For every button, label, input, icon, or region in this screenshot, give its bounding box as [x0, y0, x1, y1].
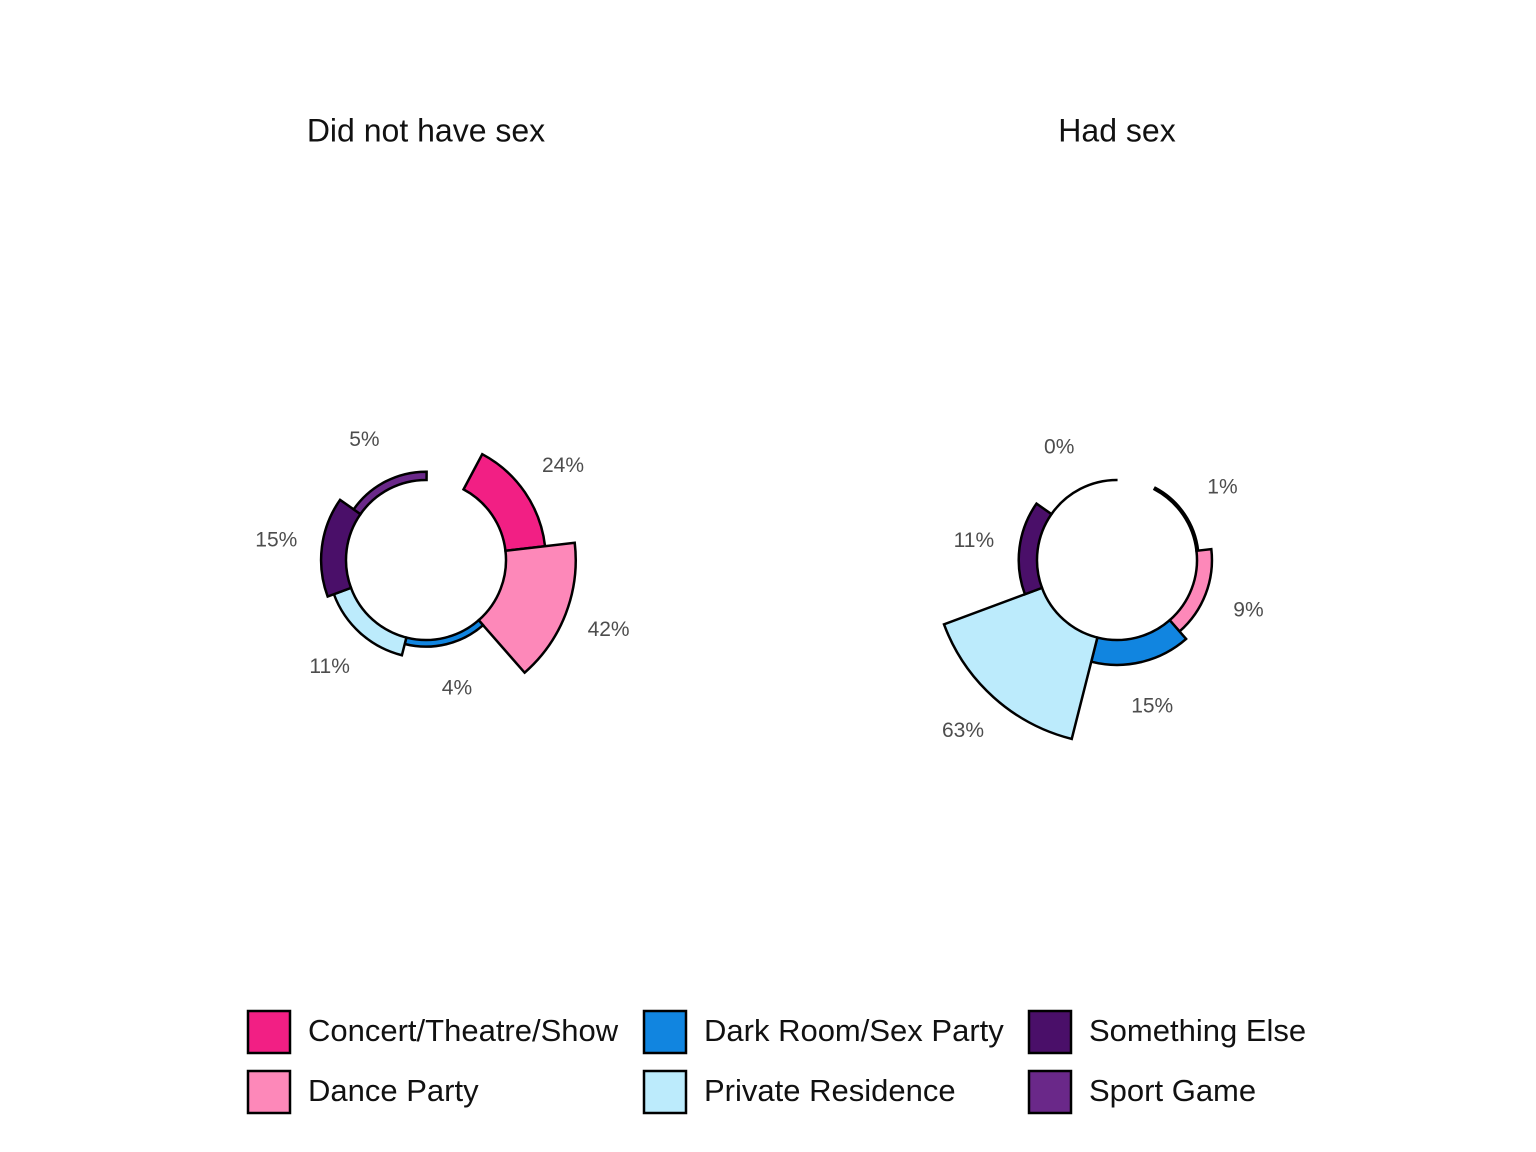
bar — [461, 452, 547, 553]
bar — [351, 470, 428, 516]
chart-title: Did not have sex — [307, 112, 545, 148]
value-label: 24% — [542, 454, 584, 477]
legend-swatch — [1027, 1069, 1073, 1115]
legend-label: Concert/Theatre/Show — [308, 1013, 619, 1048]
legend-label: Something Else — [1089, 1013, 1306, 1048]
bar — [403, 618, 485, 648]
value-label: 5% — [349, 428, 379, 451]
value-label: 15% — [1131, 694, 1173, 717]
value-label: 15% — [255, 528, 297, 551]
value-label: 9% — [1233, 598, 1263, 621]
bar — [1152, 486, 1200, 553]
value-label: 11% — [954, 529, 994, 552]
bar — [942, 586, 1099, 741]
bar — [319, 498, 363, 599]
value-label: 11% — [309, 655, 349, 678]
bar — [1017, 501, 1054, 596]
legend-swatch — [642, 1069, 688, 1115]
value-label: 0% — [1044, 436, 1074, 459]
legend-swatch — [246, 1069, 292, 1115]
value-label: 4% — [442, 677, 472, 700]
legend-label: Private Residence — [704, 1073, 956, 1108]
legend-swatch — [246, 1009, 292, 1055]
legend-swatch — [642, 1009, 688, 1055]
legend-swatch — [1027, 1009, 1073, 1055]
bar — [1050, 478, 1118, 515]
legend-label: Sport Game — [1089, 1073, 1256, 1108]
bar — [1089, 618, 1188, 667]
value-label: 1% — [1207, 476, 1237, 499]
legend-label: Dance Party — [308, 1073, 479, 1108]
chart-title: Had sex — [1058, 112, 1175, 148]
bar — [332, 586, 408, 657]
legend-label: Dark Room/Sex Party — [704, 1013, 1004, 1048]
bar — [476, 541, 577, 675]
bar — [1167, 547, 1214, 634]
value-label: 63% — [942, 719, 984, 742]
value-label: 42% — [588, 618, 630, 641]
